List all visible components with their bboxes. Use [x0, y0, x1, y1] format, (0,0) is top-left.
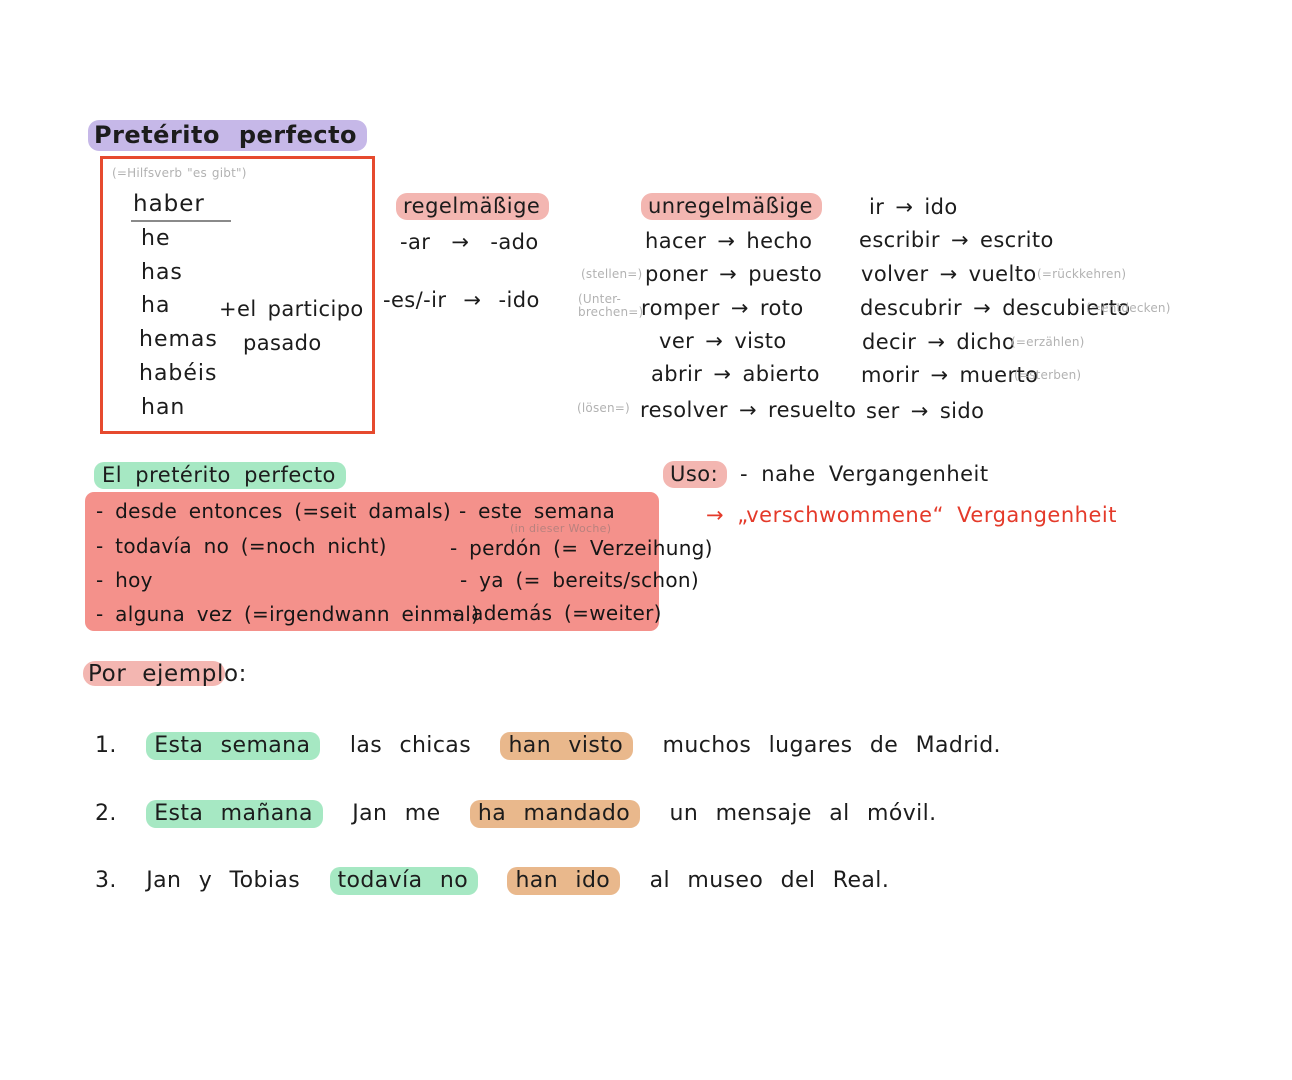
page-title-highlight: Pretérito perfecto [88, 120, 368, 151]
por-ejemplo-highlight [83, 661, 225, 686]
irregular-poner: poner → puesto [645, 262, 823, 286]
irregular-romper: romper → roto [641, 296, 804, 320]
example-1: 1. Esta semana las chicas han visto much… [95, 732, 1001, 760]
example-1-subject: las chicas [349, 733, 472, 758]
example-3-time-highlight: todavía no [329, 867, 479, 895]
signals-box [85, 492, 659, 631]
signal-left-2: - todavía no (=noch nicht) [96, 534, 387, 558]
haber-form-han: han [141, 395, 186, 420]
example-2-time-highlight: Esta mañana [146, 800, 323, 828]
irregular-abrir: abrir → abierto [651, 362, 820, 386]
signal-right-2: - perdón (= Verzeihung) [450, 536, 713, 560]
irregular2-volver: volver → vuelto [861, 262, 1037, 286]
haber-form-he: he [141, 226, 171, 251]
irregular-resolver: resolver → resuelto [640, 398, 857, 422]
irregular-ver: ver → visto [659, 329, 787, 353]
example-2-verb-highlight: ha mandado [469, 800, 641, 828]
uso-point: - nahe Vergangenheit [740, 462, 989, 486]
signal-left-1: - desde entonces (=seit damals) [96, 499, 451, 523]
signal-right-faint-note: (in dieser Woche) [510, 522, 612, 535]
irregular2-morir: morir → muerto [861, 363, 1039, 387]
signal-left-3: - hoy [96, 568, 153, 592]
irregular2-descubrir: descubrir → descubierto [860, 296, 1131, 320]
signals-heading: El pretérito perfecto [94, 462, 346, 489]
page-title: Pretérito perfecto [88, 120, 368, 151]
example-3-verb-highlight: han ido [507, 867, 621, 895]
irregular2-note-sterben: (=sterben) [1014, 368, 1082, 382]
irregular2-ser: ser → sido [866, 399, 985, 423]
example-2-number: 2. [95, 801, 117, 826]
signal-right-1: - este semana [459, 499, 616, 523]
example-3: 3. Jan y Tobias todavía no han ido al mu… [95, 867, 890, 895]
example-2-subject: Jan me [352, 801, 441, 826]
example-1-rest: muchos lugares de Madrid. [662, 733, 1001, 758]
haber-form-hemas: hemas [139, 327, 218, 352]
participle-note-2: pasado [243, 331, 322, 355]
participle-note-1: +el participo [219, 297, 364, 321]
irregular2-note-erzaehlen: (=erzählen) [1011, 335, 1085, 349]
example-1-verb-highlight: han visto [500, 732, 634, 760]
uso-label: Uso: [663, 461, 728, 488]
irregular-note-loesen: (lösen=) [577, 401, 630, 415]
regular-heading: regelmäßige [396, 193, 550, 220]
irregular-heading: unregelmäßige [641, 193, 822, 220]
irregular2-decir: decir → dicho [862, 330, 1016, 354]
regular-rule-er-ir: -es/-ir → -ido [383, 288, 540, 312]
haber-annotation: (=Hilfsverb "es gibt") [112, 166, 247, 180]
haber-form-ha: ha [141, 293, 171, 318]
irregular2-note-rueckkehren: (=rückkehren) [1037, 267, 1127, 281]
example-3-number: 3. [95, 868, 117, 893]
example-3-rest: al museo del Real. [649, 868, 890, 893]
example-3-subject: Jan y Tobias [146, 868, 301, 893]
haber-verb: haber [131, 191, 231, 222]
irregular2-note-entdecken: (=entdecken) [1086, 301, 1171, 315]
irregular-hacer: hacer → hecho [645, 229, 813, 253]
haber-box-frame [100, 156, 375, 434]
signal-right-4: - además (=weiter) [452, 601, 662, 625]
example-1-number: 1. [95, 733, 117, 758]
signal-right-3: - ya (= bereits/schon) [460, 568, 699, 592]
example-1-time-highlight: Esta semana [146, 732, 321, 760]
examples-heading: Por ejemplo: [88, 661, 247, 687]
irregular-note-stellen: (stellen=) [581, 267, 643, 281]
irregular-note-unterbrechen: (Unter- brechen=) [578, 292, 644, 319]
example-2-rest: un mensaje al móvil. [669, 801, 937, 826]
signal-left-4: - alguna vez (=irgendwann einmal) [96, 602, 480, 626]
regular-rule-ar: -ar → -ado [400, 230, 539, 254]
uso-red-note: → „verschwommene“ Vergangenheit [706, 503, 1117, 527]
irregular2-ir: ir → ido [869, 195, 958, 219]
irregular2-escribir: escribir → escrito [859, 228, 1054, 252]
haber-form-habeis: habéis [139, 361, 218, 386]
example-2: 2. Esta mañana Jan me ha mandado un mens… [95, 800, 937, 828]
haber-form-has: has [141, 260, 183, 285]
